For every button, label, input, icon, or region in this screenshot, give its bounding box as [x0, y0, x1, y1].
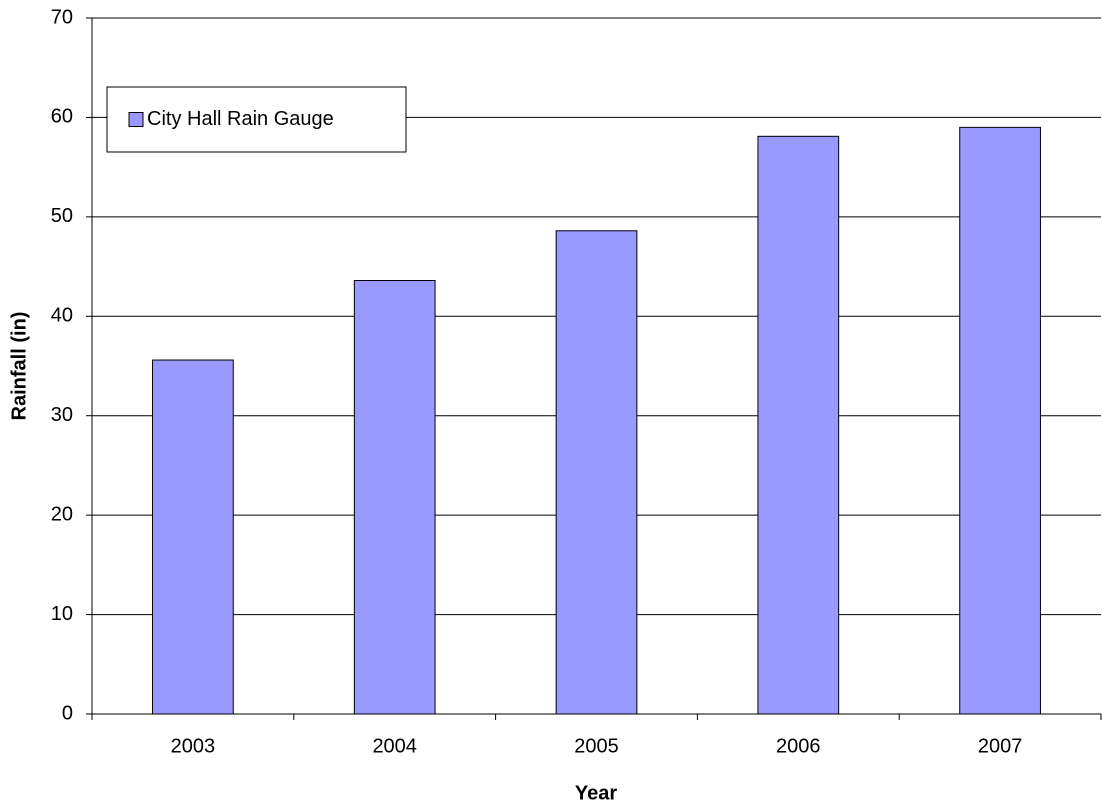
- y-tick-label: 50: [51, 205, 73, 227]
- y-tick-label: 20: [51, 503, 73, 525]
- y-axis-title: Rainfall (in): [8, 312, 30, 421]
- y-tick-label: 70: [51, 6, 73, 28]
- y-tick-label: 40: [51, 305, 73, 327]
- x-axis-title: Year: [575, 782, 617, 804]
- x-tick-label: 2005: [574, 735, 619, 757]
- bar: [555, 230, 638, 715]
- y-tick-label: 60: [51, 106, 73, 128]
- x-tick-label: 2006: [776, 735, 821, 757]
- y-tick-label: 0: [62, 702, 73, 724]
- bar: [757, 135, 840, 715]
- y-tick-label: 30: [51, 404, 73, 426]
- legend-swatch: [128, 112, 144, 127]
- bar: [959, 126, 1041, 715]
- x-tick-label: 2007: [978, 735, 1023, 757]
- legend-label: City Hall Rain Gauge: [147, 108, 334, 130]
- bar: [152, 359, 234, 715]
- x-tick-label: 2004: [372, 735, 417, 757]
- bar: [353, 279, 436, 715]
- y-tick-label: 10: [51, 603, 73, 625]
- x-tick-label: 2003: [171, 735, 216, 757]
- legend-box: [106, 86, 407, 153]
